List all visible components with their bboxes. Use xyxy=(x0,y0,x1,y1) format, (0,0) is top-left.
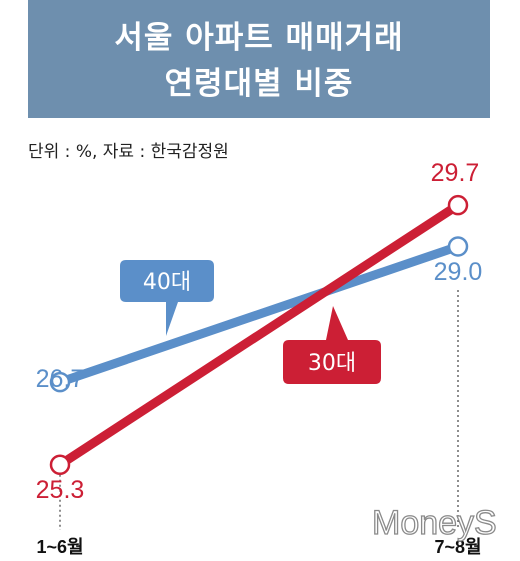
value-label-30s-1: 25.3 xyxy=(36,476,85,504)
legend-callout-30s: 30대 xyxy=(283,306,381,384)
callout-bubble-40s xyxy=(120,260,214,336)
title-banner: 서울 아파트 매매거래 연령대별 비중 xyxy=(28,0,490,118)
watermark-logo: MoneyS xyxy=(372,504,497,542)
callout-bubble-30s xyxy=(283,306,381,384)
unit-source-note: 단위 : %, 자료 : 한국감정원 xyxy=(28,142,229,162)
value-label-30s-2: 29.7 xyxy=(431,159,480,187)
data-point-30s-1 xyxy=(49,454,71,475)
x-tick-label-2: 7~8월 xyxy=(434,537,481,557)
x-tick-label-1: 1~6월 xyxy=(36,537,83,557)
legend-callout-40s: 40대 xyxy=(120,260,214,336)
value-label-40s-2: 29.0 xyxy=(434,258,483,286)
legend-label-30s: 30대 xyxy=(308,351,356,376)
series-line-30s xyxy=(55,200,463,470)
series-line-40s xyxy=(55,241,463,387)
data-point-30s-2 xyxy=(447,194,469,216)
chart-title-line-1: 서울 아파트 매매거래 xyxy=(114,20,404,56)
legend-label-40s: 40대 xyxy=(143,270,191,295)
chart-title-line-2: 연령대별 비중 xyxy=(164,66,354,102)
data-point-40s-2 xyxy=(447,236,469,257)
data-point-40s-1 xyxy=(49,371,71,393)
value-label-40s-1: 26.7 xyxy=(36,365,85,393)
